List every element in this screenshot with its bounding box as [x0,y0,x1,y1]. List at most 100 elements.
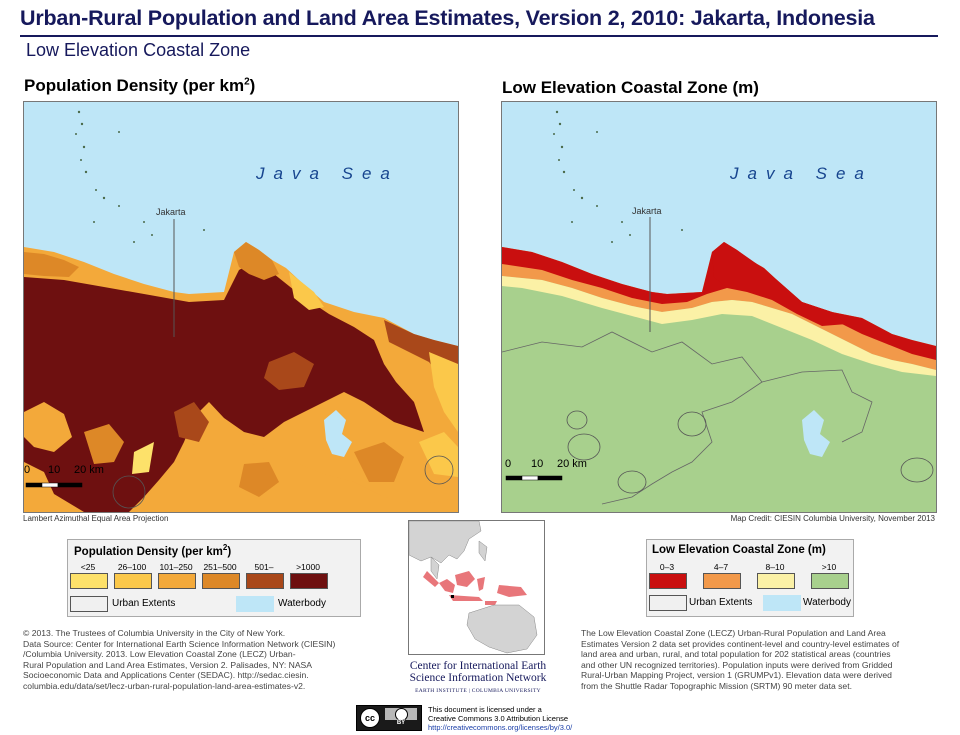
license-line: Creative Commons 3.0 Attribution License [428,714,569,723]
urban-extent [566,410,588,430]
lesser-sunda [485,601,497,605]
scale-tick-20: 20 km [557,458,587,470]
locator-map [408,520,545,655]
density-zone [84,424,124,464]
description-line: The Low Elevation Coastal Zone (LECZ) Ur… [581,628,886,638]
jakarta-locator [451,595,454,598]
urban-extent [900,457,934,483]
legend-swatch [649,573,687,589]
density-zone [264,352,314,390]
legend-swatch [246,573,284,589]
jakarta-label: Jakarta [632,206,662,216]
urban-extent-outline [761,369,873,443]
lecz-map[interactable]: Java Sea Jakarta 0 10 20 km [501,101,937,513]
legend-class-label: 0–3 [659,562,675,572]
density-zone [419,432,458,477]
license-line: This document is licensed under a [428,705,542,714]
ciesin-line-3: EARTH INSTITUTE | COLUMBIA UNIVERSITY [415,688,541,694]
license-link[interactable]: http://creativecommons.org/licenses/by/3… [428,723,573,732]
description-line: Estimates Version 2 data set provides co… [581,638,900,649]
scale-bar [505,475,563,481]
density-zone [429,352,458,432]
philippines [478,540,488,562]
citation-text: © 2013. The Trustees of Columbia Univers… [23,628,383,691]
urban-extent [112,475,146,509]
license-text: This document is licensed under a Creati… [428,705,572,732]
papua [497,585,527,597]
urban-extent [424,455,454,485]
legend-class-label: 251–500 [203,562,237,572]
java-sea-label: Java Sea [256,164,399,183]
scale-tick-0: 0 [505,458,512,470]
population-density-map-svg [24,102,458,512]
description-line: land area and urban, rural, and total po… [581,649,891,659]
description-line: from the Shuttle Radar Topographic Missi… [581,680,852,691]
density-zone [24,402,72,452]
population-density-legend: Population Density (per km2) <25 26–100 … [67,539,361,617]
population-density-map[interactable]: Java Sea Jakarta 0 10 20 km [23,101,459,513]
dense-urban-core [24,262,424,512]
borneo [455,571,475,587]
density-zone [24,252,79,277]
java-sea-label: Java Sea [730,164,873,183]
legend-class-label: 8–10 [765,562,785,572]
waterbody-swatch [236,596,274,612]
ciesin-line-1: Center for International Earth [409,660,547,672]
legend-swatch [70,573,108,589]
left-map-title: Population Density (per km2) [24,76,256,95]
reservoir [802,410,830,457]
attribution-person-icon [395,708,408,721]
right-map-title: Low Elevation Coastal Zone (m) [502,78,759,97]
legend-swatch [202,573,240,589]
citation-line: Rural Population and Land Area Estimates… [23,659,313,670]
legend-swatch [114,573,152,589]
citation-line: Data Source: Center for International Ea… [23,638,336,649]
page-subtitle: Low Elevation Coastal Zone [26,40,251,60]
density-zone [354,442,404,482]
citation-line: /Columbia University. 2013. Low Elevatio… [23,649,296,659]
scale-bar [25,482,83,488]
legend-class-label: >1000 [296,562,320,572]
title-rule [20,35,938,37]
waterbody-swatch [763,595,801,611]
description-text: The Low Elevation Coastal Zone (LECZ) Ur… [581,628,941,691]
projection-note: Lambert Azimuthal Equal Area Projection [23,514,169,523]
sumatra [439,579,455,593]
thousand-islands [553,110,683,243]
lecz-map-svg [502,102,936,512]
java [449,595,483,601]
density-zone [174,402,209,442]
legend-title: Population Density (per km2) [74,543,232,558]
legend-swatch [290,573,328,589]
legend-swatch [757,573,795,589]
description-line: and other UN recognized territories). Po… [581,659,893,670]
asia-landmass [409,521,482,564]
scale-tick-0: 0 [24,464,31,476]
density-zone [234,242,279,280]
legend-class-label: 26–100 [117,562,147,572]
density-zone [239,462,279,497]
legend-swatch [703,573,741,589]
sulawesi [477,577,485,591]
cc-by-badge[interactable]: cc BY [356,705,422,731]
waterbody-label: Waterbody [278,598,326,609]
waterbody-label: Waterbody [803,597,851,608]
jakarta-label: Jakarta [156,207,186,217]
legend-class-label: >10 [821,562,837,572]
reservoir [324,410,352,457]
legend-swatch [158,573,196,589]
citation-line: Socioeconomic Data and Applications Cent… [23,670,309,680]
sumatra-north [423,571,439,587]
zone-0-3m [712,242,847,326]
density-zone [132,442,154,474]
legend-title: Low Elevation Coastal Zone (m) [652,544,826,556]
ciesin-logo: Center for International Earth Science I… [406,660,550,697]
urban-extents-label: Urban Extents [689,597,753,608]
cc-icon: cc [360,708,380,728]
map-credit: Map Credit: CIESIN Columbia University, … [730,514,935,523]
lecz-legend: Low Elevation Coastal Zone (m) 0–3 4–7 8… [646,539,854,617]
scale-tick-20: 20 km [74,464,104,476]
scale-tick-10: 10 [48,464,61,476]
density-zone [384,320,458,402]
urban-extent [567,433,601,461]
